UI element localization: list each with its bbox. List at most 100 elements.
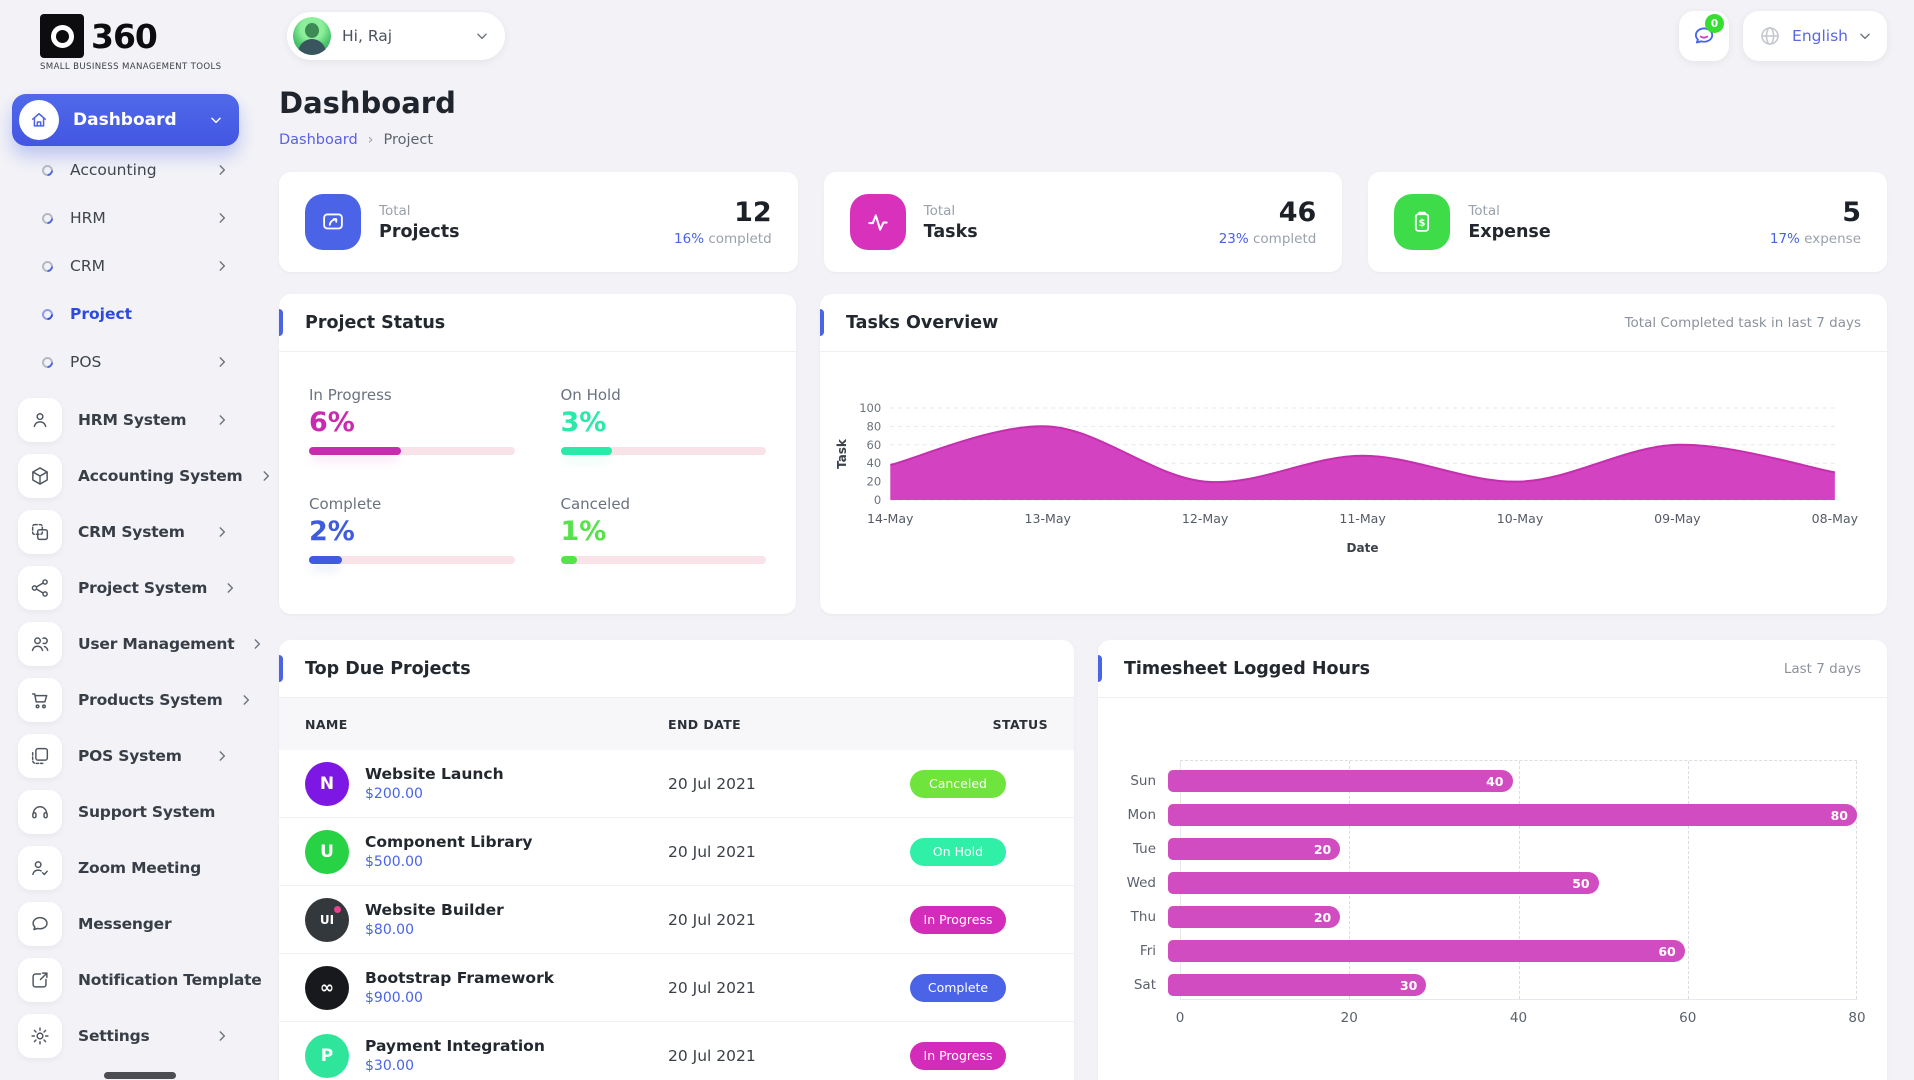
layout-icon xyxy=(18,734,62,778)
sidebar-item-label: Accounting xyxy=(70,161,157,179)
sidebar-item-crm-system[interactable]: CRM System xyxy=(0,504,253,560)
sidebar-item-notification-template[interactable]: Notification Template xyxy=(0,952,262,1008)
project-avatar: N xyxy=(305,761,349,806)
sidebar-item-products-system[interactable]: Products System xyxy=(0,672,253,728)
chevron-right-icon xyxy=(215,211,229,225)
timesheet-row-sun: Sun 40 xyxy=(1124,770,1857,792)
user-menu[interactable]: Hi, Raj xyxy=(287,12,505,60)
day-label: Fri xyxy=(1139,943,1156,959)
svg-text:09-May: 09-May xyxy=(1654,511,1701,526)
progress-track xyxy=(309,556,515,564)
sidebar-item-project[interactable]: Project xyxy=(0,290,253,338)
x-tick-label: 40 xyxy=(1509,1010,1528,1026)
sidebar-item-accounting[interactable]: Accounting xyxy=(0,146,253,194)
status-badge[interactable]: Canceled xyxy=(910,769,1006,798)
user-greeting: Hi, Raj xyxy=(342,27,393,45)
chevron-right-icon xyxy=(215,1029,229,1043)
bullet-icon xyxy=(39,258,56,274)
panel-header: Project Status xyxy=(279,294,796,352)
sidebar-item-user-management[interactable]: User Management xyxy=(0,616,261,672)
timesheet-row-mon: Mon 80 xyxy=(1124,804,1857,826)
project-amount[interactable]: $900.00 xyxy=(365,990,423,1006)
sidebar-item-label: POS xyxy=(70,353,102,371)
stat-card-projects: Total Projects 12 16% completd xyxy=(279,172,798,272)
timesheet-row-sat: Sat 30 xyxy=(1124,974,1857,996)
sidebar-item-zoom-meeting[interactable]: Zoom Meeting xyxy=(0,840,253,896)
scrollbar-thumb[interactable] xyxy=(104,1072,176,1079)
sidebar-item-hrm[interactable]: HRM xyxy=(0,194,253,242)
timesheet-bar[interactable]: 30 xyxy=(1168,974,1427,996)
table-row[interactable]: UI Website Builder $80.00 20 Jul 2021 In… xyxy=(279,886,1074,954)
day-label: Wed xyxy=(1126,875,1156,891)
project-avatar: P xyxy=(305,1033,349,1078)
notifications-button[interactable]: 0 xyxy=(1679,11,1730,61)
bar-value-label: 50 xyxy=(1572,875,1590,891)
clipboard-icon: $ xyxy=(1394,194,1451,250)
stat-card-kicker: Total xyxy=(379,202,411,219)
timesheet-bar[interactable]: 50 xyxy=(1168,872,1599,894)
timesheet-bar[interactable]: 40 xyxy=(1168,770,1513,792)
project-amount[interactable]: $80.00 xyxy=(365,922,414,938)
table-row[interactable]: U Component Library $500.00 20 Jul 2021 … xyxy=(279,818,1074,886)
table-row[interactable]: P Payment Integration $30.00 20 Jul 2021… xyxy=(279,1022,1074,1080)
progress-track xyxy=(560,556,766,564)
sidebar-item-messenger[interactable]: Messenger xyxy=(0,896,253,952)
project-status-panel: Project Status In Progress 6% On Hold 3%… xyxy=(279,294,796,614)
project-avatar: ∞ xyxy=(305,965,349,1010)
timesheet-bar[interactable]: 60 xyxy=(1168,940,1685,962)
sidebar-item-dashboard[interactable]: Dashboard xyxy=(12,94,239,146)
status-badge[interactable]: In Progress xyxy=(910,1041,1006,1070)
avatar xyxy=(293,17,331,55)
day-label: Mon xyxy=(1127,807,1156,823)
project-amount[interactable]: $500.00 xyxy=(365,854,423,870)
stat-card-kicker: Total xyxy=(1468,202,1500,219)
sidebar-item-pos-system[interactable]: POS System xyxy=(0,728,253,784)
sidebar-item-label: Accounting System xyxy=(78,467,243,485)
svg-text:08-May: 08-May xyxy=(1812,511,1859,526)
table-row[interactable]: ∞ Bootstrap Framework $900.00 20 Jul 202… xyxy=(279,954,1074,1022)
project-amount[interactable]: $30.00 xyxy=(365,1058,414,1074)
brand-logo-number: 360 xyxy=(91,16,158,56)
sidebar-item-hrm-system[interactable]: HRM System xyxy=(0,392,253,448)
project-amount[interactable]: $200.00 xyxy=(365,786,423,802)
x-axis: 0 20 40 60 80 xyxy=(1176,1004,1866,1030)
sidebar-item-crm[interactable]: CRM xyxy=(0,242,253,290)
breadcrumb-dashboard-link[interactable]: Dashboard xyxy=(279,132,358,148)
chat-icon xyxy=(18,902,62,946)
panel-title: Project Status xyxy=(305,312,446,333)
status-label: In Progress xyxy=(309,386,392,404)
panel-title: Top Due Projects xyxy=(305,658,471,679)
stat-card-percent: 16% completd xyxy=(674,231,772,247)
sidebar-item-label: Messenger xyxy=(78,915,172,933)
status-badge[interactable]: On Hold xyxy=(910,837,1006,866)
language-selector[interactable]: English xyxy=(1743,11,1887,61)
timesheet-bar[interactable]: 20 xyxy=(1168,838,1341,860)
users-icon xyxy=(18,622,62,666)
sidebar-item-project-system[interactable]: Project System xyxy=(0,560,253,616)
windows-icon xyxy=(18,510,62,554)
pulse-icon xyxy=(849,194,906,250)
brand-tagline: SMALL BUSINESS MANAGEMENT TOOLS xyxy=(40,62,222,72)
language-label: English xyxy=(1792,27,1848,45)
status-badge[interactable]: Complete xyxy=(910,973,1006,1002)
share-nodes-icon xyxy=(18,566,62,610)
sidebar-item-settings[interactable]: Settings xyxy=(0,1008,253,1064)
timesheet-bar[interactable]: 80 xyxy=(1168,804,1857,826)
timesheet-bar[interactable]: 20 xyxy=(1168,906,1341,928)
panel-title: Timesheet Logged Hours xyxy=(1124,658,1370,679)
person-check-icon xyxy=(18,846,62,890)
sidebar-item-label: POS System xyxy=(78,747,182,765)
sidebar-item-pos[interactable]: POS xyxy=(0,338,253,386)
table-row[interactable]: N Website Launch $200.00 20 Jul 2021 Can… xyxy=(279,750,1074,818)
status-item-in-progress: In Progress 6% xyxy=(309,386,515,455)
bar-value-label: 20 xyxy=(1313,909,1332,925)
sidebar-item-support-system[interactable]: Support System xyxy=(0,784,253,840)
status-badge[interactable]: In Progress xyxy=(910,905,1006,934)
x-tick-label: 80 xyxy=(1848,1010,1866,1026)
progress-track xyxy=(560,447,766,455)
sidebar-item-accounting-system[interactable]: Accounting System xyxy=(0,448,269,504)
stat-card-label: Projects xyxy=(379,221,460,242)
status-item-complete: Complete 2% xyxy=(309,495,515,564)
status-label: Complete xyxy=(309,495,382,513)
